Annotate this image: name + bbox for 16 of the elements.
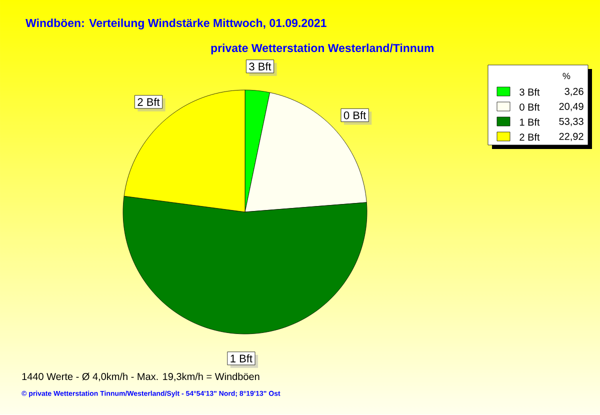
legend-title: % — [562, 72, 570, 80]
legend-label: 2 Bft — [520, 133, 540, 141]
text: 1440 Werte - Ø 4,0km/h - Max. 19,3km/h = Windböen — [22, 372, 260, 382]
chart-subtitle: private Wetterstation Westerland/Tinnum — [211, 44, 434, 54]
slice-label: 1 Bft — [230, 354, 252, 362]
data-label: 3,26 — [564, 88, 584, 96]
slice-label: 3 Bft — [249, 62, 272, 70]
slice-label: 0 Bft — [344, 111, 366, 120]
legend-label: 1 Bft — [520, 118, 540, 126]
data-label: 22,92 — [559, 132, 584, 142]
data-label: 53,33 — [559, 118, 584, 126]
legend-label: 3 Bft — [520, 88, 540, 96]
data-label: 20,49 — [559, 102, 584, 112]
legend-label: 0 Bft — [520, 103, 540, 111]
slice-label: 2 Bft — [138, 98, 160, 106]
chart-title: Windböen: Verteilung Windstärke Mittwoch, 01.09.2021 — [26, 18, 326, 30]
